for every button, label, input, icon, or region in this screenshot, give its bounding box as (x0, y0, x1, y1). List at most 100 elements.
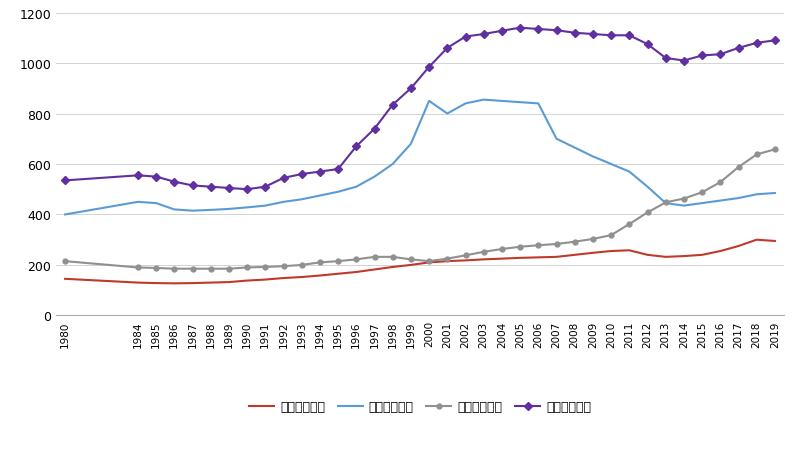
农村中学规模 (625, 170, 634, 175)
Legend: 农村小学规模, 农村中学规模, 城市小学规模, 城市中学规模: 农村小学规模, 农村中学规模, 城市小学规模, 城市中学规模 (244, 395, 596, 418)
农村中学规模 (642, 184, 652, 190)
农村中学规模 (133, 200, 142, 205)
城市中学规模 (497, 29, 506, 34)
城市中学规模 (734, 46, 743, 51)
农村中学规模 (752, 192, 762, 198)
城市小学规模 (642, 210, 652, 216)
农村小学规模 (734, 244, 743, 249)
农村中学规模 (278, 200, 288, 205)
城市小学规模 (734, 165, 743, 170)
城市中学规模 (588, 32, 598, 37)
农村小学规模 (606, 249, 616, 254)
城市中学规模 (698, 54, 707, 59)
城市小学规模 (297, 262, 306, 268)
城市中学规模 (242, 187, 252, 193)
Line: 农村小学规模: 农村小学规模 (65, 240, 775, 284)
农村小学规模 (388, 265, 398, 270)
城市中学规模 (170, 179, 179, 185)
城市中学规模 (679, 59, 689, 64)
农村中学规模 (606, 162, 616, 167)
农村中学规模 (734, 196, 743, 201)
农村小学规模 (278, 276, 288, 281)
农村小学规模 (406, 262, 416, 268)
农村中学规模 (261, 203, 270, 209)
城市小学规模 (60, 259, 70, 264)
城市小学规模 (479, 249, 489, 255)
城市小学规模 (388, 254, 398, 260)
农村小学规模 (497, 256, 506, 262)
农村小学规模 (642, 253, 652, 258)
城市小学规模 (715, 180, 725, 185)
城市小学规模 (552, 242, 562, 247)
城市小学规模 (588, 237, 598, 242)
城市中学规模 (278, 176, 288, 181)
城市中学规模 (315, 170, 325, 175)
农村中学规模 (242, 205, 252, 211)
城市中学规模 (370, 127, 379, 132)
城市小学规模 (424, 259, 434, 264)
农村小学规模 (170, 281, 179, 286)
城市小学规模 (206, 267, 215, 272)
农村中学规模 (424, 99, 434, 104)
农村中学规模 (188, 208, 198, 214)
农村小学规模 (715, 249, 725, 254)
农村小学规模 (661, 254, 670, 260)
农村小学规模 (770, 239, 780, 244)
城市小学规模 (515, 244, 525, 250)
城市中学规模 (261, 184, 270, 190)
农村小学规模 (206, 280, 215, 285)
农村小学规模 (424, 260, 434, 266)
城市小学规模 (661, 200, 670, 206)
城市小学规模 (170, 267, 179, 272)
农村小学规模 (224, 280, 234, 285)
城市小学规模 (461, 253, 470, 258)
城市小学规模 (497, 247, 506, 252)
城市小学规模 (261, 265, 270, 270)
农村小学规模 (479, 257, 489, 262)
城市中学规模 (406, 86, 416, 92)
农村中学规模 (552, 137, 562, 142)
城市小学规模 (570, 239, 579, 245)
城市小学规模 (679, 196, 689, 202)
城市中学规模 (570, 31, 579, 37)
城市小学规模 (442, 256, 452, 262)
农村小学规模 (133, 280, 142, 285)
农村中学规模 (570, 146, 579, 151)
农村中学规模 (770, 191, 780, 196)
城市中学规模 (424, 65, 434, 70)
城市中学规模 (770, 38, 780, 44)
城市中学规模 (133, 173, 142, 179)
城市小学规模 (625, 222, 634, 227)
城市中学规模 (552, 28, 562, 34)
城市中学规模 (224, 186, 234, 191)
城市小学规模 (188, 267, 198, 272)
农村小学规模 (515, 256, 525, 261)
城市小学规模 (334, 259, 343, 264)
城市中学规模 (479, 32, 489, 37)
农村小学规模 (534, 255, 543, 261)
农村小学规模 (752, 237, 762, 243)
城市中学规模 (442, 46, 452, 51)
城市中学规模 (752, 41, 762, 46)
农村中学规模 (534, 101, 543, 107)
农村小学规模 (297, 275, 306, 280)
农村中学规模 (170, 207, 179, 212)
城市小学规模 (534, 243, 543, 249)
Line: 城市小学规模: 城市小学规模 (62, 147, 778, 272)
农村小学规模 (552, 254, 562, 260)
农村小学规模 (188, 281, 198, 286)
农村小学规模 (261, 277, 270, 283)
城市小学规模 (351, 257, 361, 262)
城市小学规模 (770, 147, 780, 153)
城市中学规模 (206, 184, 215, 190)
城市中学规模 (642, 42, 652, 48)
农村中学规模 (679, 203, 689, 209)
农村小学规模 (315, 273, 325, 279)
农村中学规模 (60, 212, 70, 218)
城市小学规模 (242, 265, 252, 271)
农村小学规模 (625, 248, 634, 253)
城市中学规模 (625, 33, 634, 39)
城市小学规模 (133, 265, 142, 271)
城市中学规模 (661, 56, 670, 61)
农村小学规模 (60, 276, 70, 282)
